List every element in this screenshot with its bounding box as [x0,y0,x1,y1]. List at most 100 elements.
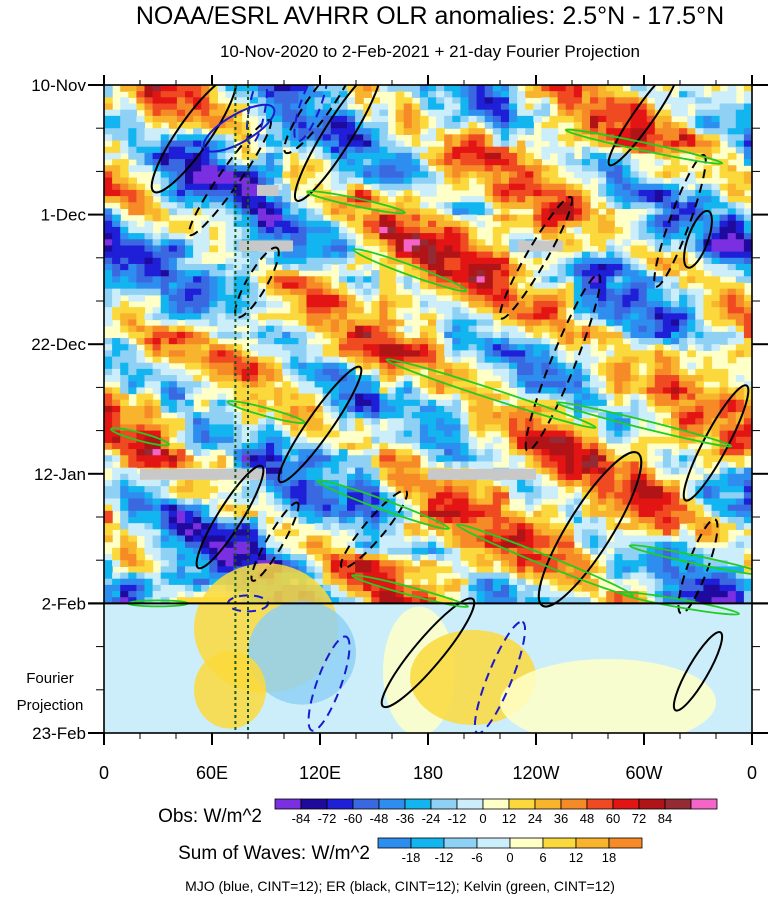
field-cell [330,492,340,500]
field-cell [557,375,567,382]
field-cell [598,245,607,253]
field-cell [500,109,510,117]
field-cell [565,165,575,172]
field-cell [735,498,745,506]
field-cell [274,122,283,129]
field-cell [484,393,494,401]
field-cell [517,214,526,222]
field-cell [476,196,486,203]
field-cell [500,245,510,253]
field-cell [193,498,202,506]
field-cell [525,165,534,172]
field-cell [573,381,583,388]
field-cell [557,97,567,105]
field-cell [727,288,737,296]
field-cell [687,301,696,308]
field-cell [379,517,389,524]
field-cell [525,449,534,456]
field-cell [573,109,583,117]
field-cell [185,208,194,216]
field-cell [233,270,243,277]
field-cell [727,418,737,426]
field-cell [419,245,429,253]
field-cell [468,288,478,296]
field-cell [257,152,267,160]
field-cell [282,97,291,105]
field-cell [209,233,218,240]
field-cell [176,91,186,98]
field-cell [679,208,688,216]
field-cell [565,301,575,308]
field-cell [306,510,316,518]
field-cell [330,226,340,234]
field-cell [452,356,461,364]
field-cell [387,140,397,148]
field-cell [598,109,607,117]
field-cell [201,239,210,247]
field-cell [500,171,510,179]
field-cell [290,171,299,179]
field-cell [363,393,372,401]
field-cell [622,189,632,197]
field-cell [711,97,721,105]
field-cell [428,177,437,185]
field-cell [201,226,210,234]
field-cell [630,375,640,382]
field-cell [492,331,502,339]
field-cell [436,103,445,111]
field-cell [428,294,437,302]
field-cell [290,486,299,493]
field-cell [185,350,194,358]
field-cell [614,504,623,512]
field-cell [711,276,721,284]
field-cell [201,97,210,105]
field-cell [387,301,397,308]
field-cell [314,146,324,154]
field-cell [233,430,243,438]
field-cell [598,103,607,111]
field-cell [330,140,340,148]
field-cell [241,146,251,154]
field-cell [274,128,283,135]
field-cell [622,325,632,333]
field-cell [735,479,745,487]
field-cell [687,381,696,388]
field-cell [314,387,324,395]
field-cell [525,177,534,185]
field-cell [209,442,218,450]
field-cell [241,85,251,92]
field-cell [444,510,453,518]
field-cell [638,331,648,339]
field-cell [379,387,389,395]
field-cell [671,196,680,203]
field-cell [355,307,364,314]
field-cell [152,517,162,524]
field-cell [517,202,526,210]
field-cell [152,424,162,432]
field-cell [517,479,526,487]
field-cell [484,424,494,432]
field-cell [476,504,486,512]
field-cell [193,381,202,388]
field-cell [468,140,478,148]
field-cell [274,85,283,92]
field-cell [274,165,283,172]
field-cell [622,492,632,500]
field-cell [452,226,461,234]
field-cell [711,134,721,142]
field-cell [468,270,478,277]
field-cell [306,159,316,166]
field-cell [176,239,186,247]
field-cell [500,486,510,493]
field-cell [387,171,397,179]
field-cell [290,239,299,247]
field-cell [460,430,470,438]
field-cell [136,461,146,469]
field-cell [533,251,542,259]
field-cell [233,189,243,197]
field-cell [233,436,243,444]
field-cell [298,368,308,376]
field-cell [436,134,445,142]
field-cell [355,183,364,191]
field-cell [452,319,461,327]
